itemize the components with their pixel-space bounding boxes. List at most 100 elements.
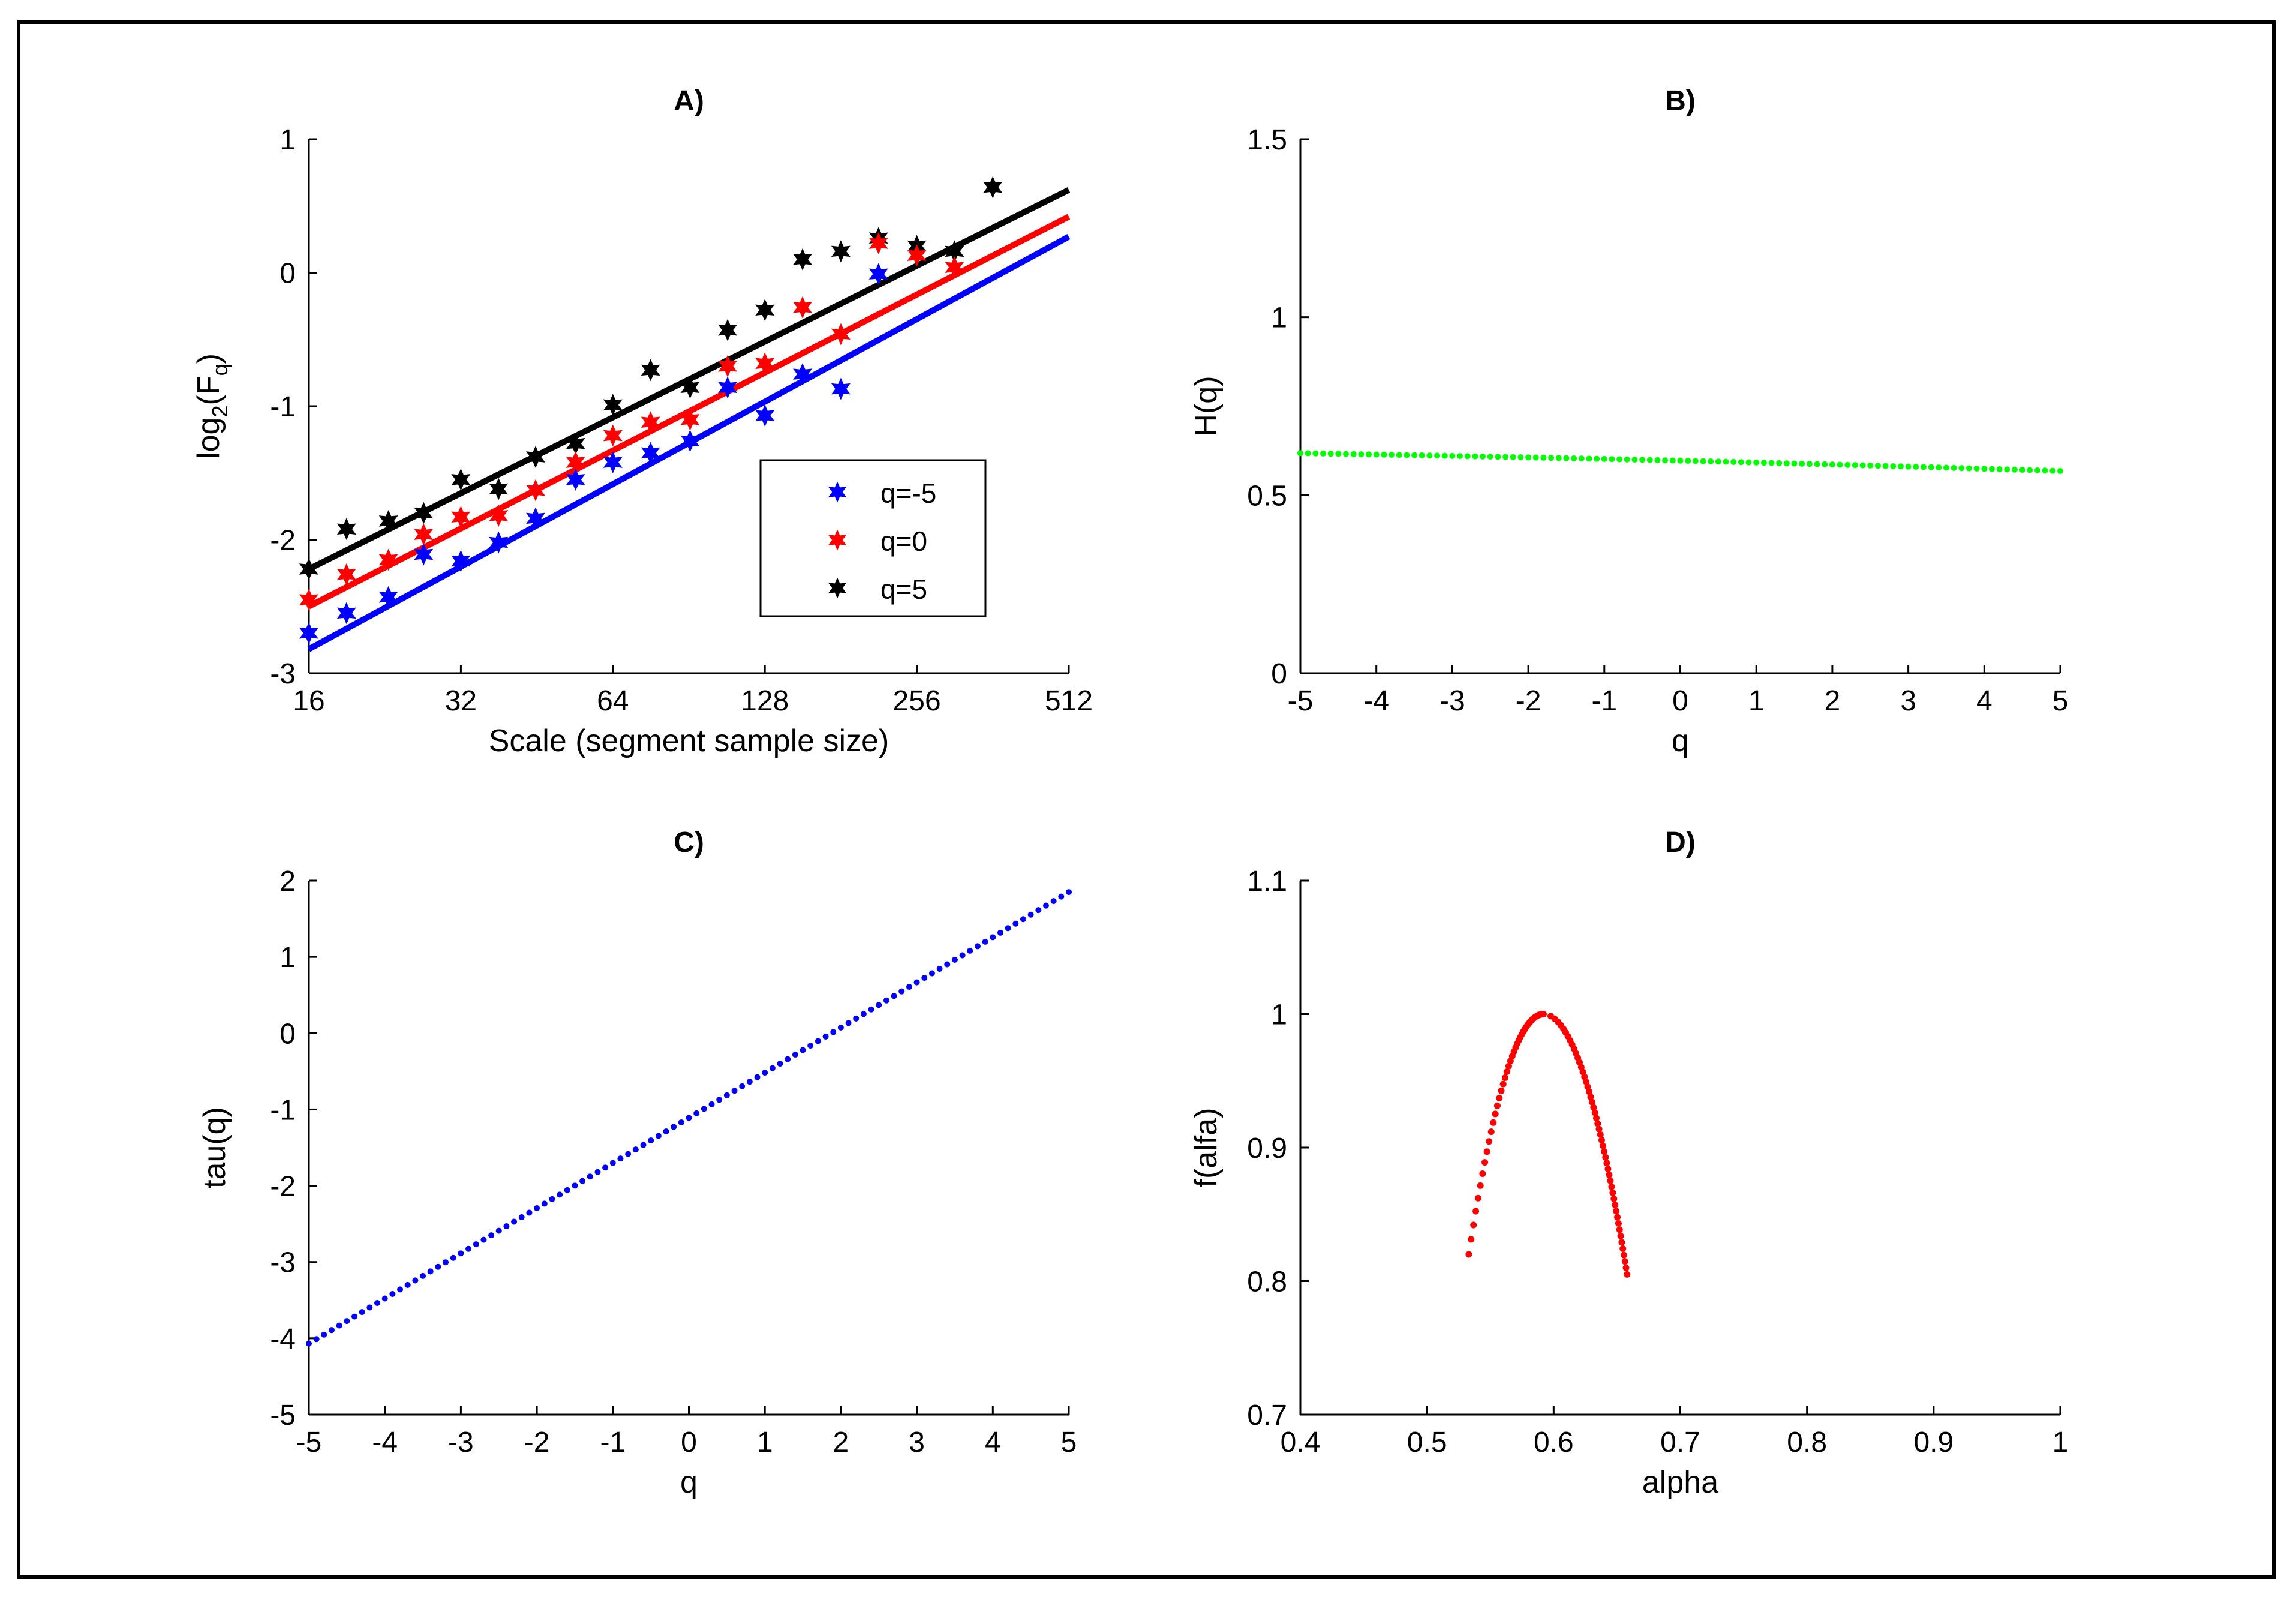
data-point-hq [1745, 459, 1752, 466]
data-point-hq [2049, 467, 2056, 474]
data-point-q=-5 [378, 586, 398, 608]
data-point-tau [898, 988, 905, 995]
data-point-hq [1312, 450, 1319, 457]
data-point-tau [503, 1223, 510, 1230]
data-point-tau [412, 1277, 419, 1284]
x-tick-label: 128 [741, 685, 789, 717]
data-point-falpha [1602, 1154, 1609, 1161]
x-tick-label: 3 [1900, 685, 1916, 717]
data-point-q=-5 [489, 531, 509, 554]
data-point-tau [982, 938, 988, 945]
data-point-falpha [1472, 1208, 1480, 1215]
data-point-tau [587, 1173, 593, 1180]
data-point-q=-5 [641, 442, 660, 464]
data-point-hq [1936, 464, 1942, 471]
data-point-falpha [1588, 1098, 1595, 1106]
data-point-falpha [1615, 1220, 1622, 1227]
data-point-tau [572, 1182, 578, 1189]
data-point-hq [1715, 458, 1721, 465]
data-point-falpha [1624, 1271, 1631, 1278]
x-tick-label: 2 [833, 1427, 849, 1458]
x-tick-label: 0.4 [1281, 1427, 1321, 1458]
data-point-hq [1829, 461, 1835, 468]
data-point-q=0 [414, 523, 434, 546]
legend-entry-label: q=-5 [880, 478, 936, 509]
data-point-hq [1548, 455, 1555, 461]
data-point-falpha [1594, 1120, 1601, 1127]
data-point-q=-5 [336, 602, 356, 625]
data-point-tau [723, 1092, 730, 1098]
x-tick-label: -3 [1439, 685, 1465, 717]
data-point-tau [557, 1191, 563, 1198]
data-point-tau [336, 1322, 342, 1329]
data-point-hq [1320, 450, 1327, 457]
data-point-tau [686, 1115, 692, 1121]
data-point-tau [359, 1309, 365, 1316]
data-point-falpha [1487, 1128, 1495, 1136]
data-point-hq [1639, 457, 1646, 463]
data-point-tau [1050, 898, 1057, 905]
data-point-hq [1419, 452, 1425, 458]
data-point-tau [458, 1250, 464, 1257]
figure-frame [17, 20, 2276, 1579]
data-point-tau [1042, 902, 1049, 909]
data-point-tau [959, 952, 966, 959]
data-point-falpha [1619, 1245, 1627, 1252]
data-point-hq [1525, 454, 1532, 461]
panel-title: C) [674, 827, 704, 858]
data-point-hq [1890, 463, 1897, 469]
data-point-tau [807, 1042, 814, 1049]
data-point-tau [488, 1232, 495, 1239]
data-point-tau [404, 1281, 411, 1288]
data-point-hq [1844, 461, 1851, 468]
data-point-q=-5 [680, 430, 700, 452]
data-point-q=0 [378, 548, 398, 571]
data-point-falpha [1499, 1080, 1507, 1088]
data-point-q=0 [945, 256, 964, 279]
y-tick-label: 0 [280, 1018, 296, 1050]
data-point-hq [1441, 452, 1448, 459]
data-point-hq [1791, 460, 1798, 467]
data-point-q=5 [831, 240, 851, 263]
data-point-falpha [1582, 1078, 1589, 1085]
data-point-q=5 [983, 176, 1003, 199]
data-point-tau [1066, 889, 1072, 896]
y-tick-label: 0.7 [1247, 1400, 1287, 1431]
data-point-tau [792, 1052, 798, 1058]
data-point-falpha [1614, 1214, 1621, 1221]
x-tick-label: 0.8 [1787, 1427, 1827, 1458]
panel-title: D) [1665, 827, 1696, 858]
data-point-q=-5 [793, 363, 813, 386]
data-point-hq [1646, 457, 1653, 463]
data-point-q=-5 [868, 263, 888, 286]
y-tick-label: -3 [270, 1247, 296, 1279]
x-tick-label: 2 [1825, 685, 1841, 717]
data-point-q=0 [451, 506, 471, 529]
y-tick-label: -1 [270, 391, 296, 423]
data-point-falpha [1503, 1068, 1510, 1076]
data-point-falpha [1501, 1074, 1508, 1081]
x-tick-label: 3 [909, 1427, 925, 1458]
data-point-hq [1814, 461, 1820, 467]
data-point-tau [944, 961, 951, 968]
data-point-falpha [1598, 1137, 1605, 1144]
data-point-q=0 [793, 296, 813, 319]
data-point-q=-5 [299, 622, 319, 644]
data-point-tau [609, 1160, 616, 1166]
data-point-falpha [1493, 1102, 1501, 1109]
data-point-hq [2011, 466, 2018, 473]
data-point-hq [1822, 461, 1828, 467]
data-point-tau [1020, 916, 1026, 923]
x-tick-label: 4 [985, 1427, 1001, 1458]
data-point-hq [1837, 461, 1843, 468]
data-point-tau [443, 1259, 449, 1266]
data-point-tau [990, 934, 996, 941]
data-point-tau [800, 1047, 806, 1053]
data-point-tau [306, 1340, 312, 1347]
data-point-falpha [1496, 1094, 1503, 1101]
data-point-tau [785, 1056, 791, 1062]
data-point-q=0 [868, 232, 888, 254]
data-point-tau [435, 1263, 441, 1270]
y-tick-label: 1.5 [1247, 124, 1287, 156]
x-tick-label: 16 [293, 685, 324, 717]
